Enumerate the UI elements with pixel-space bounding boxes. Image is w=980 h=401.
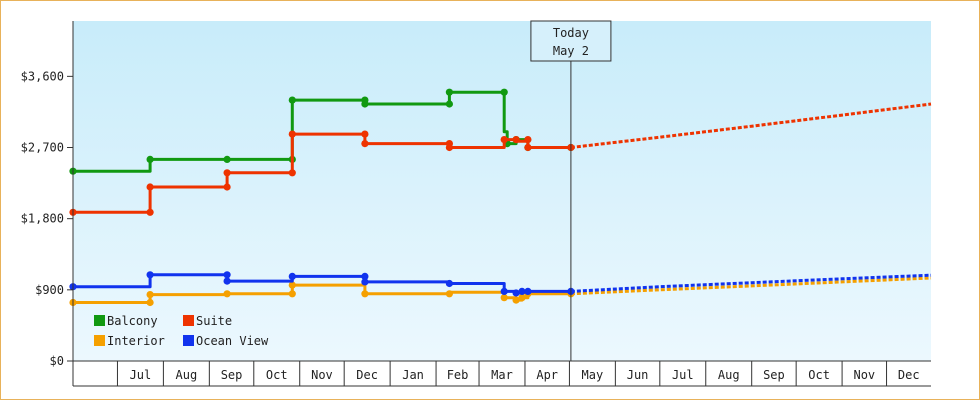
data-point xyxy=(500,88,508,96)
data-point xyxy=(223,277,231,285)
y-tick-label: $900 xyxy=(35,283,64,297)
data-point xyxy=(445,143,453,152)
x-tick-label: Nov xyxy=(311,368,333,382)
data-point xyxy=(146,183,154,191)
data-point xyxy=(524,287,532,295)
x-tick-label: Dec xyxy=(898,368,920,382)
data-point xyxy=(288,96,296,104)
data-point xyxy=(288,272,296,280)
data-point xyxy=(223,155,231,163)
x-tick-label: Mar xyxy=(491,368,513,382)
data-point xyxy=(512,296,520,304)
data-point xyxy=(445,88,453,96)
projection-line xyxy=(570,102,932,149)
data-point xyxy=(223,290,231,298)
today-box xyxy=(530,20,612,62)
x-tick-label: Feb xyxy=(447,368,469,382)
x-tick-label: Sep xyxy=(221,368,243,382)
data-point xyxy=(500,287,508,295)
data-point xyxy=(146,208,154,216)
data-point xyxy=(288,281,296,289)
data-point xyxy=(223,169,231,177)
data-point xyxy=(288,169,296,177)
data-point xyxy=(500,294,508,302)
x-tick-label: Jul xyxy=(130,368,152,382)
today-marker: Today May 2 xyxy=(530,20,612,361)
x-tick-label: Sep xyxy=(763,368,785,382)
legend-item-balcony: Balcony xyxy=(94,314,158,328)
data-point xyxy=(288,130,296,138)
data-point xyxy=(361,278,369,286)
legend-item-ocean-view: Ocean View xyxy=(183,334,269,348)
x-tick-label: Jan xyxy=(402,368,424,382)
legend-label: Interior xyxy=(107,334,165,348)
data-point xyxy=(500,136,508,144)
data-point xyxy=(146,291,154,299)
data-point xyxy=(512,136,520,144)
today-date-label: May 2 xyxy=(553,44,589,58)
data-point xyxy=(361,272,369,280)
data-point xyxy=(524,136,532,144)
data-point xyxy=(361,100,369,108)
y-tick-label: $2,700 xyxy=(21,141,64,155)
projection-line xyxy=(570,276,932,296)
data-point xyxy=(146,271,154,279)
legend-swatch xyxy=(94,335,105,346)
x-tick-label: Aug xyxy=(718,368,740,382)
data-point xyxy=(512,289,520,297)
legend-label: Ocean View xyxy=(196,334,269,348)
legend-swatch xyxy=(183,315,194,326)
legend: Balcony Suite Interior Ocean View xyxy=(94,314,269,348)
x-tick-label: Oct xyxy=(266,368,288,382)
data-point xyxy=(518,287,526,295)
today-label: Today xyxy=(553,26,589,40)
series-ocean-view xyxy=(69,271,932,297)
y-tick-label: $0 xyxy=(50,354,64,368)
data-point xyxy=(445,290,453,298)
x-tick-label: Nov xyxy=(853,368,875,382)
plot-background xyxy=(73,21,931,361)
x-tick-label: Apr xyxy=(536,368,558,382)
legend-label: Balcony xyxy=(107,314,158,328)
x-tick-label: Jun xyxy=(627,368,649,382)
data-point xyxy=(223,183,231,191)
data-point xyxy=(223,271,231,279)
legend-label: Suite xyxy=(196,314,232,328)
data-point xyxy=(288,290,296,298)
legend-swatch xyxy=(183,335,194,346)
legend-item-interior: Interior xyxy=(94,334,165,348)
series-suite xyxy=(69,102,932,216)
x-tick-label: Dec xyxy=(356,368,378,382)
legend-swatch xyxy=(94,315,105,326)
x-tick-label: Jul xyxy=(672,368,694,382)
data-point xyxy=(146,155,154,163)
data-point xyxy=(361,130,369,138)
data-point xyxy=(524,143,532,152)
data-point xyxy=(361,290,369,298)
legend-item-suite: Suite xyxy=(183,314,232,328)
y-tick-label: $3,600 xyxy=(21,69,64,83)
data-point xyxy=(361,140,369,148)
x-tick-label: Aug xyxy=(176,368,198,382)
y-tick-label: $1,800 xyxy=(21,212,64,226)
axes: $0 $900 $1,800 $2,700 $3,600 Jul Aug Sep Oct Nov D… xyxy=(21,21,931,387)
projection-line xyxy=(570,273,932,293)
data-point xyxy=(518,294,526,302)
x-tick-label: Oct xyxy=(808,368,830,382)
data-point xyxy=(445,279,453,288)
data-point xyxy=(445,100,453,108)
x-tick-label: May xyxy=(582,368,604,382)
data-point xyxy=(146,298,154,307)
